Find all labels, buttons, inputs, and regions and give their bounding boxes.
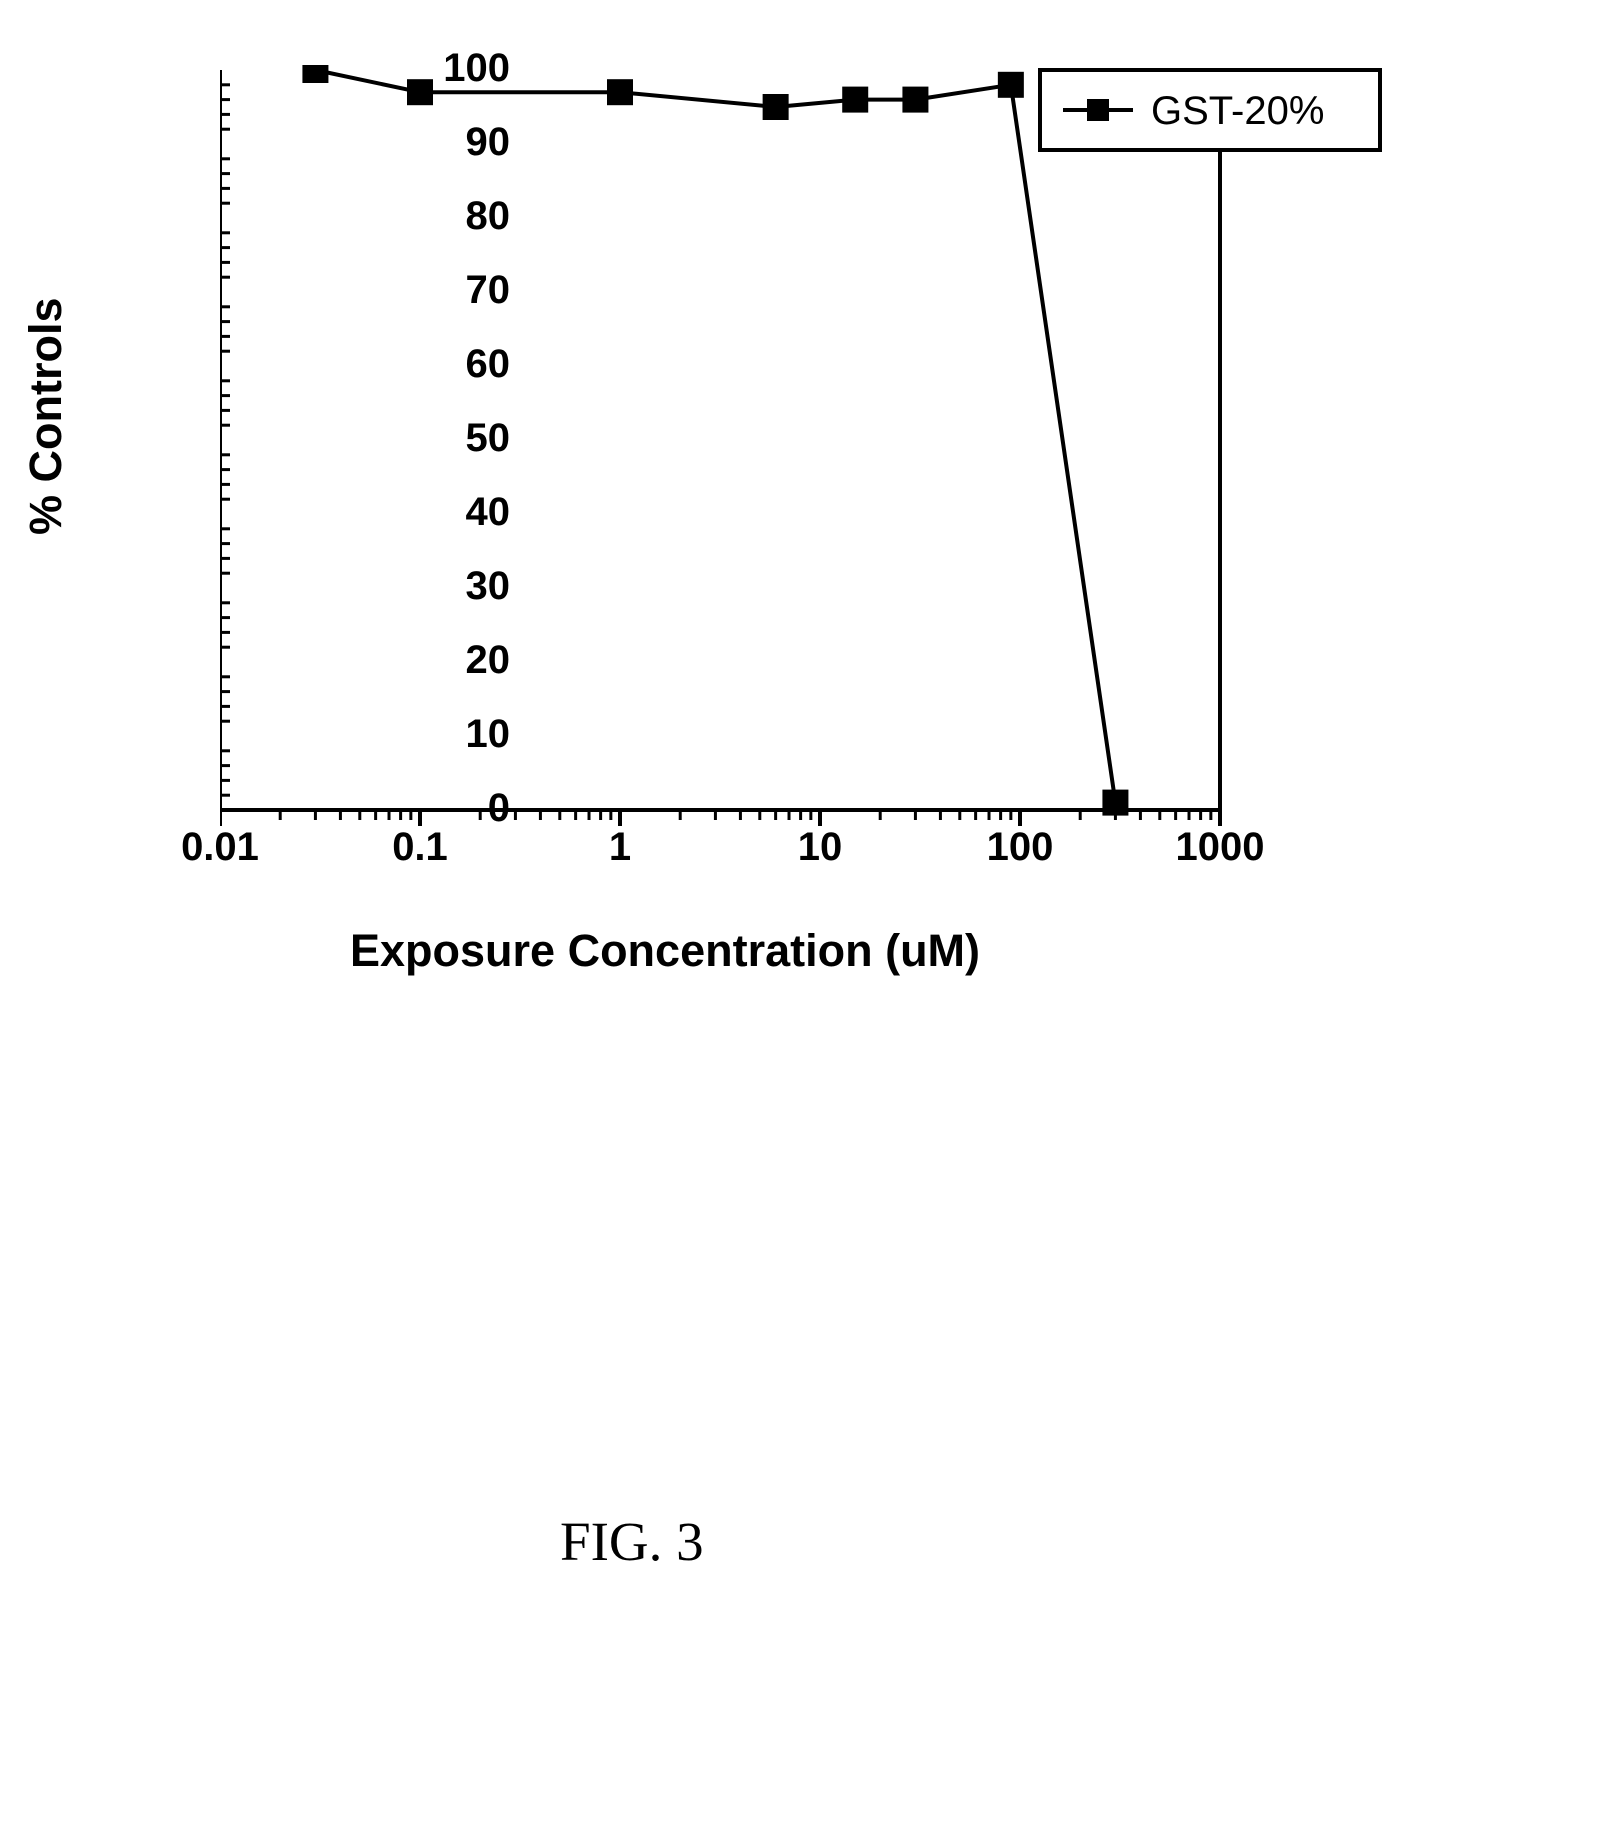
x-tick-label: 1	[560, 825, 680, 870]
y-tick-label: 50	[430, 416, 510, 461]
x-axis-label: Exposure Concentration (uM)	[350, 925, 980, 977]
figure-caption: FIG. 3	[560, 1510, 704, 1573]
x-tick-label: 0.01	[160, 825, 280, 870]
y-tick-label: 70	[430, 268, 510, 313]
y-tick-label: 20	[430, 638, 510, 683]
y-tick-label: 40	[430, 490, 510, 535]
plot-area: GST-20%	[220, 65, 1320, 815]
y-tick-label: 100	[430, 46, 510, 91]
y-tick-label: 80	[430, 194, 510, 239]
svg-text:GST-20%: GST-20%	[1151, 89, 1324, 133]
x-tick-label: 1000	[1160, 825, 1280, 870]
y-axis-label: % Controls	[20, 297, 72, 535]
y-tick-label: 90	[430, 120, 510, 165]
y-tick-label: 10	[430, 712, 510, 757]
y-tick-label: 30	[430, 564, 510, 609]
chart-container: % Controls GST-20% 010203040506070809010…	[30, 55, 1430, 1005]
chart-svg: GST-20%	[220, 65, 1570, 840]
y-tick-label: 60	[430, 342, 510, 387]
x-tick-label: 10	[760, 825, 880, 870]
x-tick-label: 100	[960, 825, 1080, 870]
x-tick-label: 0.1	[360, 825, 480, 870]
